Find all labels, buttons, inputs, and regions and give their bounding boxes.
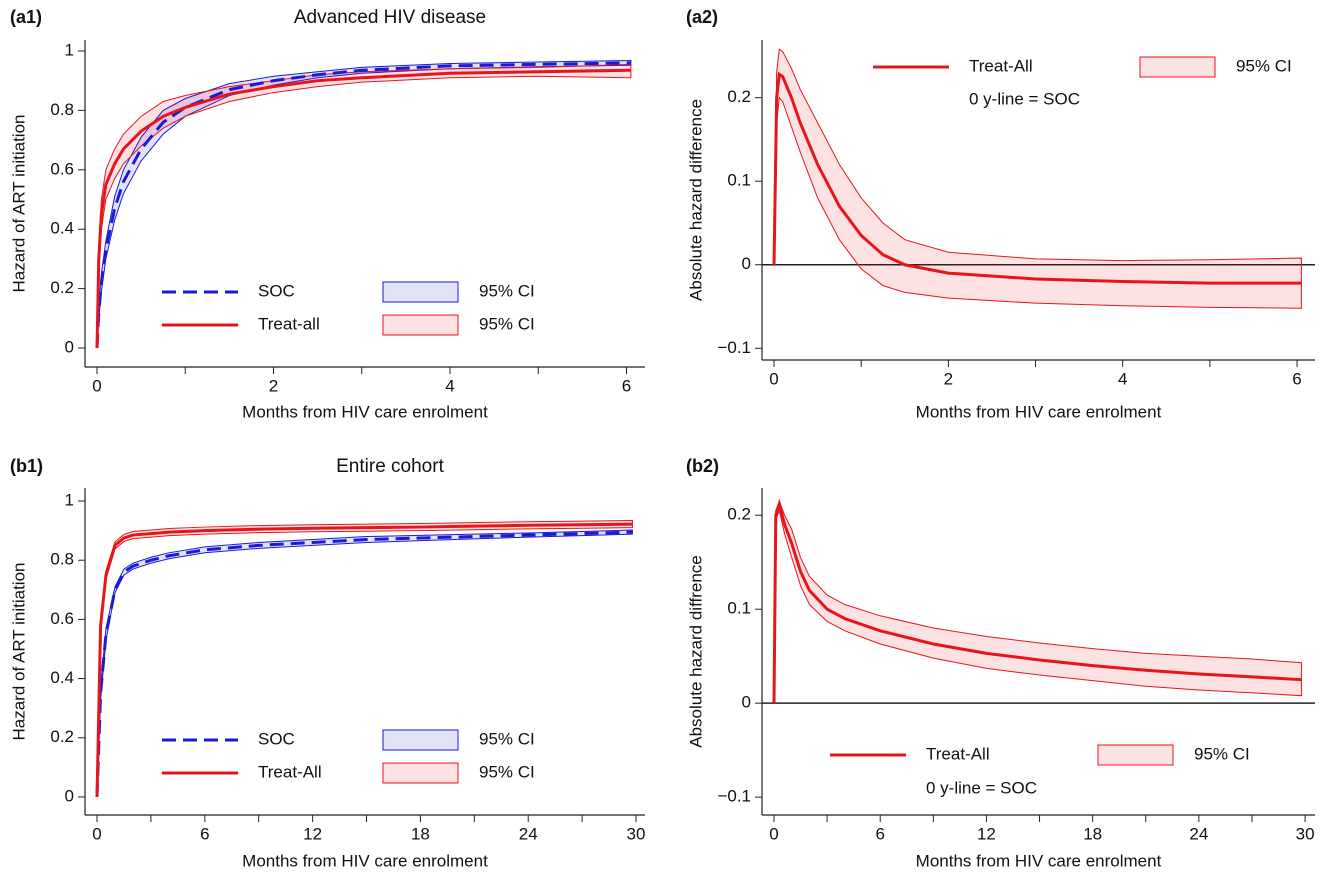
y-tick-label: −0.1 xyxy=(717,787,751,806)
chart-title: Advanced HIV disease xyxy=(294,7,486,28)
ci-band xyxy=(96,529,633,797)
x-tick-label: 6 xyxy=(622,376,631,395)
ci-band xyxy=(773,499,1303,704)
x-tick-label: 0 xyxy=(769,824,778,843)
x-tick-label: 4 xyxy=(1118,369,1127,388)
legend-label: 95% CI xyxy=(479,762,535,781)
y-tick-label: 0.2 xyxy=(727,87,751,106)
y-axis-label: Hazard of ART initiation xyxy=(9,115,28,293)
y-tick-label: 0.8 xyxy=(50,100,74,119)
annotation: 0 y-line = SOC xyxy=(926,778,1037,797)
legend-swatch xyxy=(382,281,459,303)
x-tick-label: 0 xyxy=(92,376,101,395)
x-axis-label: Months from HIV care enrolment xyxy=(242,402,488,421)
y-tick-label: 0 xyxy=(742,693,751,712)
x-axis-label: Months from HIV care enrolment xyxy=(242,851,488,870)
x-tick-label: 0 xyxy=(92,824,101,843)
legend-label: SOC xyxy=(258,729,295,748)
x-tick-label: 2 xyxy=(269,376,278,395)
x-tick-label: 30 xyxy=(1296,824,1315,843)
y-tick-label: 1 xyxy=(65,40,74,59)
legend-label: 95% CI xyxy=(479,729,535,748)
chart-title: Entire cohort xyxy=(336,456,444,477)
legend-label: Treat-All xyxy=(926,744,990,763)
legend-swatch xyxy=(382,729,459,751)
y-tick-label: 0.6 xyxy=(50,159,74,178)
x-tick-label: 24 xyxy=(1189,824,1208,843)
legend-label: 95% CI xyxy=(479,281,535,300)
x-tick-label: 4 xyxy=(445,376,454,395)
x-tick-label: 12 xyxy=(303,824,322,843)
legend-label: Treat-all xyxy=(258,314,320,333)
legend-swatch xyxy=(382,314,459,336)
x-axis-label: Months from HIV care enrolment xyxy=(916,851,1162,870)
y-tick-label: 0.2 xyxy=(50,727,74,746)
y-tick-label: 0.1 xyxy=(727,599,751,618)
y-tick-label: 0.4 xyxy=(50,219,74,238)
legend-swatch xyxy=(1097,744,1174,766)
y-axis-label: Hazard of ART initiation xyxy=(9,563,28,741)
y-tick-label: 0.8 xyxy=(50,550,74,569)
x-tick-label: 0 xyxy=(769,369,778,388)
ci-band xyxy=(96,520,633,797)
legend-swatch xyxy=(1139,56,1216,78)
y-axis-label: Absolute hazard diffrence xyxy=(686,555,705,747)
panel-label: (a2) xyxy=(686,7,718,27)
panel-label: (a1) xyxy=(10,7,42,27)
ci-band xyxy=(773,48,1302,309)
legend-label: 95% CI xyxy=(1236,56,1292,75)
data-line xyxy=(95,61,631,349)
y-tick-label: 0.1 xyxy=(727,171,751,190)
panel-label: (b2) xyxy=(686,456,719,476)
x-tick-label: 18 xyxy=(411,824,430,843)
x-tick-label: 6 xyxy=(200,824,209,843)
y-tick-label: 0 xyxy=(65,786,74,805)
x-tick-label: 24 xyxy=(519,824,538,843)
data-line xyxy=(95,68,631,349)
x-tick-label: 6 xyxy=(875,824,884,843)
legend-label: SOC xyxy=(258,281,295,300)
y-tick-label: 0.4 xyxy=(50,668,74,687)
panel-label: (b1) xyxy=(10,456,43,476)
x-tick-label: 30 xyxy=(627,824,646,843)
y-axis-label: Absolute hazard difference xyxy=(686,99,705,301)
x-tick-label: 6 xyxy=(1292,369,1301,388)
y-tick-label: 0.2 xyxy=(727,505,751,524)
legend-label: Treat-All xyxy=(969,56,1033,75)
annotation: 0 y-line = SOC xyxy=(969,89,1080,108)
x-tick-label: 12 xyxy=(977,824,996,843)
x-tick-label: 2 xyxy=(944,369,953,388)
legend-label: 95% CI xyxy=(479,314,535,333)
y-tick-label: 0 xyxy=(65,337,74,356)
ci-band xyxy=(96,63,632,349)
y-tick-label: 0.6 xyxy=(50,609,74,628)
legend-swatch xyxy=(382,762,459,784)
data-line xyxy=(772,498,1302,704)
y-tick-label: −0.1 xyxy=(717,338,751,357)
y-tick-label: 0.2 xyxy=(50,278,74,297)
data-line xyxy=(95,522,633,797)
x-axis-label: Months from HIV care enrolment xyxy=(916,402,1162,421)
legend-label: Treat-All xyxy=(258,762,322,781)
data-line xyxy=(95,530,633,798)
y-tick-label: 0 xyxy=(742,254,751,273)
x-tick-label: 18 xyxy=(1083,824,1102,843)
data-line xyxy=(772,71,1302,285)
y-tick-label: 1 xyxy=(65,491,74,510)
legend-label: 95% CI xyxy=(1194,744,1250,763)
